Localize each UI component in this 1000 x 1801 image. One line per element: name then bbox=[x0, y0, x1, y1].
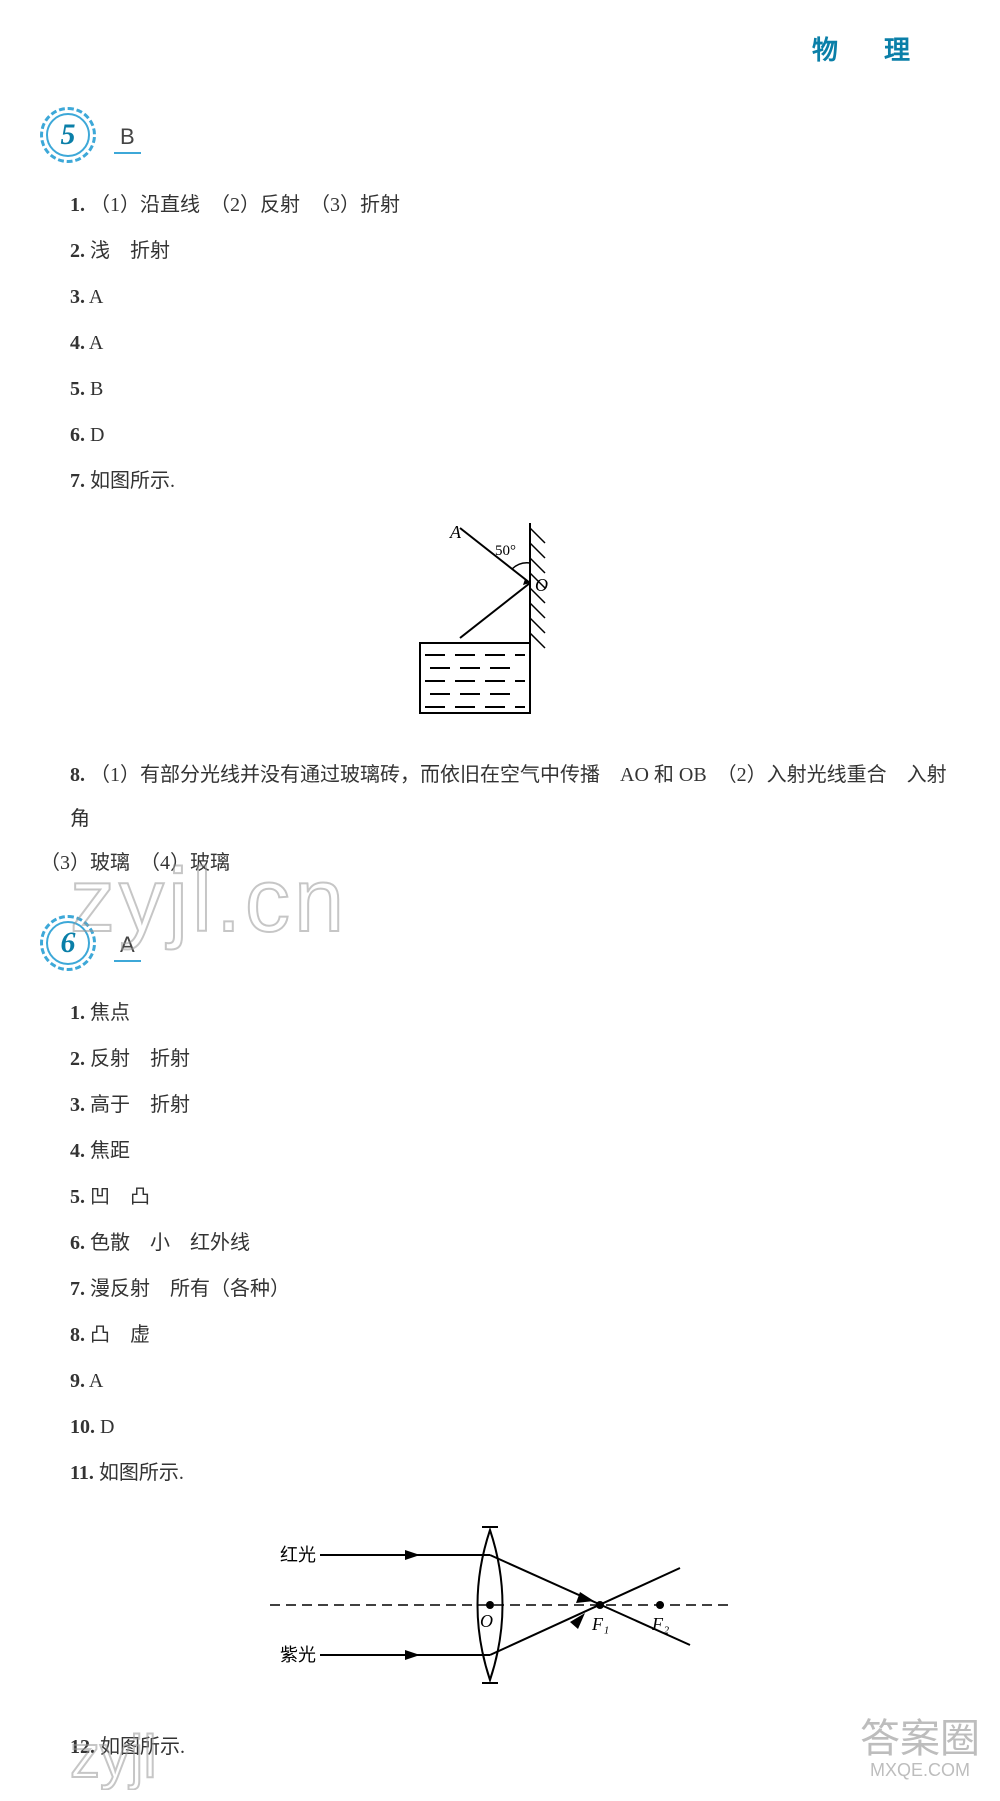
section-badge: 6 bbox=[40, 915, 96, 971]
figure-lens: O F₁ F₂ 红光 紫光 bbox=[40, 1515, 960, 1695]
answer-line: 8. （1）有部分光线并没有通过玻璃砖，而依旧在空气中传播 AO 和 OB （2… bbox=[70, 753, 960, 841]
answer-text: A bbox=[89, 1370, 103, 1392]
section-5-post: 8. （1）有部分光线并没有通过玻璃砖，而依旧在空气中传播 AO 和 OB （2… bbox=[40, 753, 960, 885]
label-A: A bbox=[449, 523, 462, 542]
answer-num: 7. bbox=[70, 470, 85, 492]
section-5-answers: 1. （1）沿直线 （2）反射 （3）折射 2. 浅 折射 3. A 4. A … bbox=[40, 183, 960, 503]
section-number: 6 bbox=[46, 921, 90, 965]
label-violet: 紫光 bbox=[280, 1645, 316, 1665]
section-badge: 5 bbox=[40, 107, 96, 163]
answer-text: （3）玻璃 （4）玻璃 bbox=[40, 852, 230, 874]
answer-text: 反射 折射 bbox=[90, 1048, 190, 1070]
answer-line: 7. 漫反射 所有（各种） bbox=[70, 1267, 960, 1311]
answer-num: 4. bbox=[70, 1140, 85, 1162]
figure-reflection: A 50° O bbox=[40, 523, 960, 723]
answer-text: （1）沿直线 （2）反射 （3）折射 bbox=[90, 194, 400, 216]
answer-line: 12. 如图所示. bbox=[70, 1725, 960, 1769]
answer-line: 7. 如图所示. bbox=[70, 459, 960, 503]
label-red: 红光 bbox=[280, 1545, 316, 1565]
section-6-answers: 1. 焦点 2. 反射 折射 3. 高于 折射 4. 焦距 5. 凹 凸 6. … bbox=[40, 991, 960, 1495]
answer-line: 8. 凸 虚 bbox=[70, 1313, 960, 1357]
answer-num: 12. bbox=[70, 1736, 95, 1758]
answer-num: 1. bbox=[70, 194, 85, 216]
answer-text: 焦距 bbox=[90, 1140, 130, 1162]
section-6-post: 12. 如图所示. bbox=[40, 1725, 960, 1769]
label-F1: F₁ bbox=[591, 1614, 609, 1634]
answer-num: 8. bbox=[70, 764, 85, 786]
answer-text: 焦点 bbox=[90, 1002, 130, 1024]
answer-text: D bbox=[90, 424, 104, 446]
answer-num: 2. bbox=[70, 240, 85, 262]
answer-line: 5. B bbox=[70, 367, 960, 411]
answer-text: B bbox=[90, 378, 103, 400]
answer-num: 3. bbox=[70, 1094, 85, 1116]
answer-line: 3. A bbox=[70, 275, 960, 319]
answer-num: 3. bbox=[70, 286, 85, 308]
answer-line: 11. 如图所示. bbox=[70, 1451, 960, 1495]
answer-line: 4. 焦距 bbox=[70, 1129, 960, 1173]
answer-num: 10. bbox=[70, 1416, 95, 1438]
answer-text: 如图所示. bbox=[100, 1736, 185, 1758]
answer-text: 浅 折射 bbox=[90, 240, 170, 262]
answer-text: 如图所示. bbox=[90, 470, 175, 492]
section-letter: B bbox=[114, 124, 141, 154]
answer-line: 2. 浅 折射 bbox=[70, 229, 960, 273]
answer-line: 6. D bbox=[70, 413, 960, 457]
answer-text: （1）有部分光线并没有通过玻璃砖，而依旧在空气中传播 AO 和 OB （2）入射… bbox=[70, 764, 947, 830]
answer-num: 5. bbox=[70, 378, 85, 400]
answer-num: 6. bbox=[70, 424, 85, 446]
answer-num: 4. bbox=[70, 332, 85, 354]
answer-text: 如图所示. bbox=[99, 1462, 184, 1484]
answer-text: 色散 小 红外线 bbox=[90, 1232, 250, 1254]
label-O: O bbox=[480, 1611, 493, 1631]
answer-num: 11. bbox=[70, 1462, 94, 1484]
section-6-header: 6 A bbox=[40, 915, 960, 971]
answer-line: 9. A bbox=[70, 1359, 960, 1403]
answer-line: 1. （1）沿直线 （2）反射 （3）折射 bbox=[70, 183, 960, 227]
answer-num: 7. bbox=[70, 1278, 85, 1300]
page-header-subject: 物 理 bbox=[40, 30, 960, 67]
answer-num: 8. bbox=[70, 1324, 85, 1346]
label-O: O bbox=[535, 575, 548, 595]
section-5-header: 5 B bbox=[40, 107, 960, 163]
label-angle: 50° bbox=[495, 543, 516, 559]
answer-line: 5. 凹 凸 bbox=[70, 1175, 960, 1219]
answer-text: 漫反射 所有（各种） bbox=[90, 1278, 290, 1300]
answer-text: D bbox=[100, 1416, 114, 1438]
answer-num: 6. bbox=[70, 1232, 85, 1254]
reflection-svg: A 50° O bbox=[400, 523, 600, 723]
answer-line: 4. A bbox=[70, 321, 960, 365]
answer-line: （3）玻璃 （4）玻璃 bbox=[40, 841, 960, 885]
answer-text: A bbox=[89, 332, 103, 354]
section-number: 5 bbox=[46, 113, 90, 157]
answer-num: 1. bbox=[70, 1002, 85, 1024]
lens-svg: O F₁ F₂ 红光 紫光 bbox=[260, 1515, 740, 1695]
section-letter: A bbox=[114, 932, 141, 962]
answer-num: 2. bbox=[70, 1048, 85, 1070]
answer-line: 2. 反射 折射 bbox=[70, 1037, 960, 1081]
answer-line: 6. 色散 小 红外线 bbox=[70, 1221, 960, 1265]
answer-text: 凹 凸 bbox=[90, 1186, 150, 1208]
answer-text: 高于 折射 bbox=[90, 1094, 190, 1116]
answer-num: 5. bbox=[70, 1186, 85, 1208]
answer-line: 10. D bbox=[70, 1405, 960, 1449]
answer-text: A bbox=[89, 286, 103, 308]
answer-line: 3. 高于 折射 bbox=[70, 1083, 960, 1127]
answer-text: 凸 虚 bbox=[90, 1324, 150, 1346]
answer-num: 9. bbox=[70, 1370, 85, 1392]
answer-line: 1. 焦点 bbox=[70, 991, 960, 1035]
